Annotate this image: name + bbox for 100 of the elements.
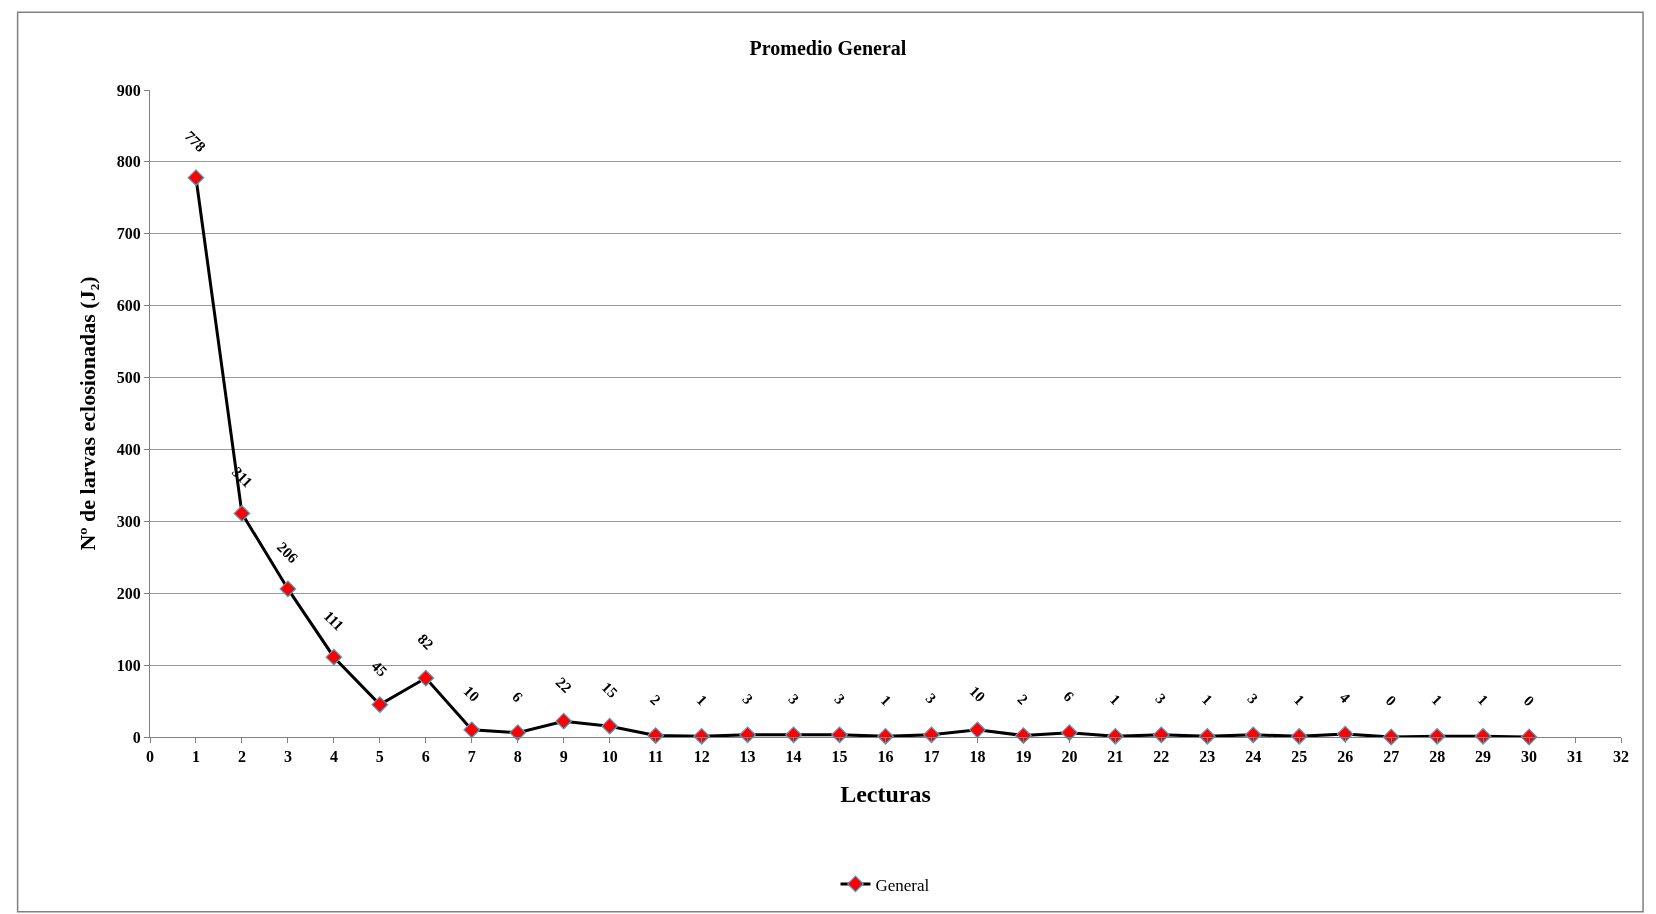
- data-label: 10: [966, 683, 989, 705]
- point: [1428, 727, 1446, 745]
- x-tick-label: 12: [693, 748, 710, 766]
- x-tick-label: 25: [1291, 748, 1308, 766]
- x-tick-label: 28: [1429, 748, 1446, 766]
- y-tick-label: 0: [132, 728, 141, 746]
- point: [601, 717, 619, 735]
- point: [1015, 727, 1032, 744]
- x-tick-label: 14: [785, 748, 802, 766]
- data-label: 111: [320, 607, 347, 634]
- point: [1290, 727, 1308, 745]
- point: [1106, 727, 1124, 745]
- x-tick-label: 1: [191, 748, 200, 766]
- data-label: 1: [1428, 691, 1446, 709]
- x-tick-label: 22: [1153, 748, 1170, 766]
- point: [555, 712, 573, 730]
- data-label: 1: [693, 691, 711, 709]
- point: [647, 727, 665, 744]
- point: [1060, 724, 1078, 742]
- y-tick-label: 800: [116, 153, 141, 171]
- y-tick-label: 400: [116, 441, 141, 459]
- data-label: 1: [1290, 691, 1308, 709]
- x-tick-label: 29: [1475, 748, 1492, 766]
- data-label: 4: [1336, 689, 1354, 707]
- data-label: 22: [552, 673, 575, 696]
- data-label: 3: [1152, 690, 1170, 707]
- x-tick-label: 5: [375, 748, 384, 766]
- x-tick-label: 6: [421, 748, 430, 766]
- x-tick-label: 24: [1245, 748, 1262, 766]
- x-tick-label: 19: [1015, 748, 1032, 766]
- x-tick-label: 21: [1107, 748, 1124, 766]
- point: [279, 580, 297, 598]
- point: [739, 726, 756, 744]
- x-tick-label: 30: [1521, 748, 1538, 766]
- x-tick-label: 7: [467, 748, 476, 766]
- point: [831, 726, 848, 744]
- data-label: 206: [273, 538, 302, 567]
- legend-label: General: [875, 875, 930, 895]
- x-tick-label: 16: [877, 748, 894, 766]
- x-tick-label: 27: [1383, 748, 1400, 766]
- x-tick-label: 10: [601, 748, 618, 766]
- y-tick-label: 500: [116, 369, 141, 387]
- point: [325, 648, 343, 666]
- data-label: 45: [368, 657, 391, 680]
- data-label: 6: [509, 688, 527, 706]
- point: [1152, 726, 1170, 744]
- x-tick-label: 13: [739, 748, 756, 766]
- point: [785, 726, 802, 744]
- data-label: 3: [1244, 690, 1262, 707]
- x-tick-label: 8: [513, 748, 522, 766]
- x-tick-label: 4: [329, 748, 338, 766]
- data-label: 778: [181, 127, 209, 156]
- y-axis-title: Nº de larvas eclosionadas (J₂): [74, 276, 100, 551]
- point: [969, 721, 986, 739]
- point: [509, 724, 527, 742]
- data-label: 2: [1014, 691, 1031, 708]
- x-tick-label: 23: [1199, 748, 1216, 766]
- x-tick-label: 11: [648, 748, 664, 766]
- y-tick-label: 300: [116, 512, 141, 530]
- x-tick-label: 0: [146, 748, 154, 766]
- x-tick-label: 9: [559, 748, 568, 766]
- x-axis-title: Lecturas: [840, 780, 931, 807]
- data-label: 2: [647, 691, 664, 709]
- y-tick-label: 200: [116, 584, 141, 602]
- x-tick-label: 26: [1337, 748, 1354, 766]
- point: [1244, 726, 1262, 744]
- data-label: 1: [877, 691, 895, 709]
- point: [923, 726, 940, 744]
- point: [693, 727, 711, 745]
- point: [463, 721, 481, 739]
- data-label: 10: [460, 682, 483, 705]
- x-tick-label: 15: [831, 748, 848, 766]
- y-tick-label: 900: [116, 81, 141, 99]
- point: [233, 505, 251, 522]
- data-label: 15: [598, 678, 621, 701]
- y-tick-label: 700: [116, 225, 141, 243]
- data-label: 1: [1106, 691, 1124, 708]
- y-tick-label: 600: [116, 297, 141, 315]
- point: [1474, 727, 1492, 745]
- data-label: 82: [414, 630, 437, 653]
- chart-title: Promedio General: [749, 37, 907, 60]
- x-tick-label: 18: [969, 748, 986, 766]
- data-label: 3: [785, 690, 802, 708]
- data-label: 3: [831, 690, 848, 708]
- x-tick-label: 2: [237, 748, 246, 766]
- data-label: 1: [1198, 691, 1216, 709]
- point: [371, 696, 389, 714]
- data-label: 3: [739, 690, 756, 708]
- data-label: 3: [922, 690, 940, 707]
- data-label: 1: [1474, 691, 1492, 709]
- point: [1336, 725, 1354, 743]
- x-tick-label: 32: [1613, 748, 1629, 766]
- point: [187, 169, 205, 187]
- data-label: 0: [1382, 692, 1400, 710]
- point: [417, 669, 435, 687]
- x-tick-label: 17: [923, 748, 940, 766]
- data-label: 0: [1520, 692, 1538, 710]
- x-tick-label: 31: [1567, 748, 1584, 766]
- x-tick-label: 20: [1061, 748, 1078, 766]
- point: [1198, 727, 1216, 745]
